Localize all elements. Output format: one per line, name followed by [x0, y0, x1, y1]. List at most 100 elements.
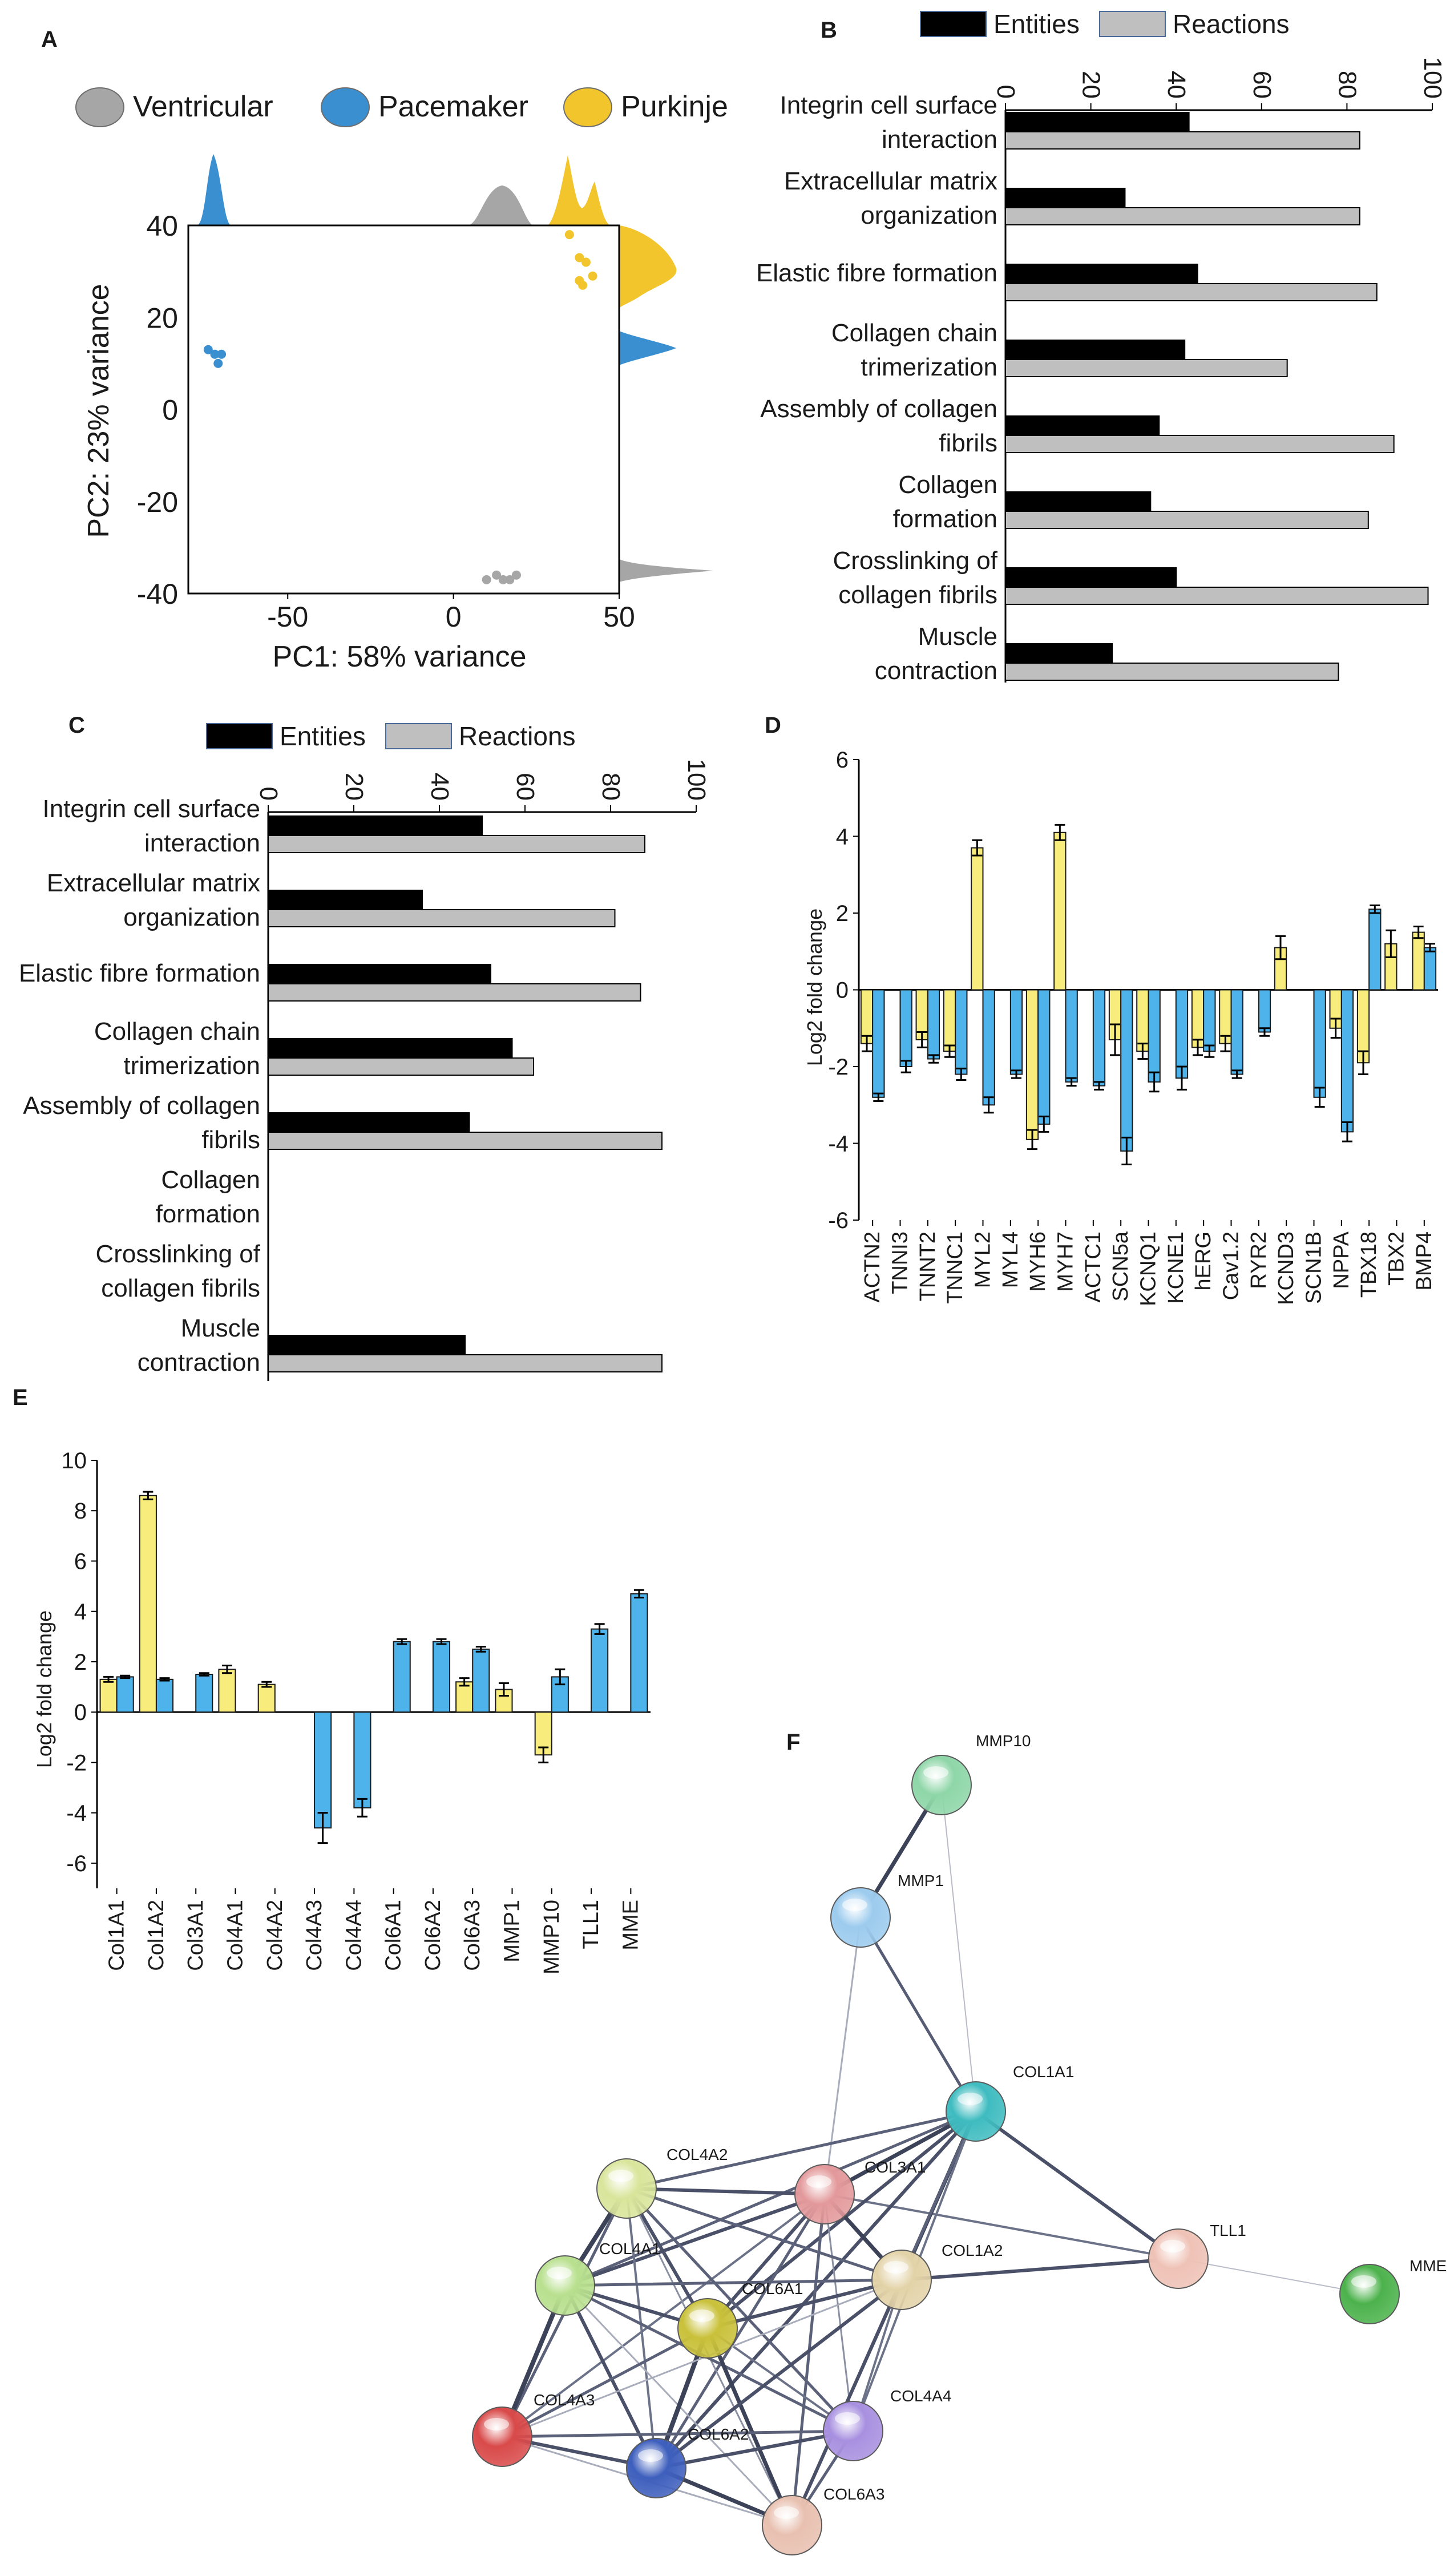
node-col4a1-highlight	[547, 2267, 572, 2279]
x-tick-label: 80	[597, 773, 625, 801]
x-tick-label: Cav1.2	[1219, 1232, 1243, 1300]
category-label: interaction	[144, 829, 260, 857]
x-tick-label: 0	[446, 601, 462, 633]
x-tick-label: SCN1B	[1302, 1232, 1326, 1304]
bar-blue	[591, 1628, 609, 1713]
category-label: Collagen chain	[94, 1018, 260, 1045]
bar-entities	[1005, 415, 1160, 435]
bar-reactions	[268, 1057, 534, 1076]
bar-blue	[432, 1641, 451, 1713]
category-label: collagen fibrils	[838, 581, 997, 609]
panel-a-pca-scatter: Ventricular Pacemaker Purkinje -50 0 50 40 20 0 -…	[75, 87, 728, 673]
bar-reactions	[1005, 511, 1369, 529]
category-label: trimerization	[123, 1052, 260, 1080]
category-label: Integrin cell surface	[779, 91, 997, 119]
x-tick-label: ACTC1	[1081, 1232, 1105, 1303]
x-tick-label: Col6A3	[461, 1900, 484, 1971]
panel-d-fold-change-bars: 6 4 2 0 -2 -4 -6 Log2 fold change ACTN2 TNNI3 TNNT…	[803, 748, 1438, 1306]
node-col4a4-label: COL4A4	[890, 2387, 951, 2405]
x-tick-label: 20	[1077, 71, 1105, 99]
bar-reactions	[268, 835, 645, 853]
point-ventricular	[498, 575, 508, 584]
node-col6a3	[762, 2495, 822, 2555]
panel-e-fold-change-bars: 10 8 6 4 2 0 -2 -4 -6 Log2 fold change Col1A1 Col1A…	[33, 1448, 651, 1975]
x-tick-label: 20	[340, 773, 368, 801]
bar-blue	[1009, 989, 1023, 1075]
bar-blue	[195, 1674, 213, 1713]
category-label: Muscle	[181, 1314, 260, 1342]
bar-yellow	[218, 1669, 236, 1713]
x-tick-label: Col1A1	[105, 1900, 129, 1971]
x-tick-label: TNNC1	[943, 1232, 967, 1304]
x-tick-label: Col4A4	[342, 1900, 366, 1971]
edge-col6a1-col1a2	[706, 2278, 903, 2330]
bar-entities	[1005, 112, 1190, 131]
node-col6a2	[626, 2438, 686, 2498]
node-col6a1-label: COL6A1	[742, 2280, 803, 2298]
bar-blue	[630, 1593, 648, 1713]
category-label: Extracellular matrix	[784, 167, 997, 195]
category-label: Collagen	[898, 471, 997, 499]
y-tick-label: 4	[74, 1600, 87, 1625]
x-tick-label: Col4A2	[263, 1900, 287, 1971]
category-label: trimerization	[861, 353, 997, 381]
plot-frame	[187, 224, 620, 595]
bar-reactions	[268, 983, 641, 1002]
bar-blue	[1230, 989, 1243, 1075]
x-tick-label: -50	[267, 601, 308, 633]
edge-col4a2-col6a2	[625, 2187, 657, 2469]
node-mmp10-highlight	[923, 1766, 948, 1779]
x-tick-label: Col6A2	[421, 1900, 445, 1971]
node-col4a3	[472, 2407, 532, 2467]
category-label: Collagen	[161, 1166, 260, 1194]
edge-col4a2-col1a2	[625, 2187, 903, 2282]
legend-swatch-entities	[920, 11, 987, 37]
bar-blue	[1313, 989, 1326, 1098]
x-tick-label: Col6A1	[382, 1900, 406, 1971]
x-tick-label: MYH7	[1054, 1232, 1078, 1292]
point-purkinje	[588, 271, 597, 281]
category-label: Crosslinking of	[95, 1240, 260, 1268]
legend-swatch-reactions	[1099, 11, 1166, 37]
edge-col6a1-col6a3	[705, 2326, 794, 2527]
y-tick-label: 40	[146, 210, 178, 242]
category-label: Assembly of collagen	[23, 1092, 260, 1120]
bar-entities	[1005, 567, 1177, 587]
category-label: organization	[861, 201, 997, 229]
y-tick-label: 10	[62, 1448, 87, 1473]
category-label: Extracellular matrix	[47, 869, 260, 897]
bar-entities	[1005, 264, 1198, 283]
category-label: formation	[893, 505, 997, 533]
x-tick-label: NPPA	[1330, 1231, 1354, 1289]
bar-reactions	[268, 909, 616, 927]
x-tick-label: 0	[992, 85, 1020, 99]
bar-reactions	[1005, 359, 1288, 377]
bar-entities	[268, 1112, 470, 1132]
node-col4a2	[596, 2158, 657, 2219]
x-tick-label: 40	[1162, 71, 1190, 99]
edge-col1a1-col4a2	[625, 2110, 978, 2190]
bar-blue	[314, 1711, 332, 1829]
legend-swatch-ventricular	[75, 87, 124, 127]
legend-swatch-purkinje	[563, 87, 612, 127]
node-mmp1	[830, 1887, 891, 1948]
edge-tll1-mme	[1178, 2258, 1370, 2295]
x-tick-label: MMP10	[540, 1900, 564, 1975]
bar-yellow	[99, 1678, 118, 1713]
bar-reactions	[1005, 283, 1378, 301]
bar-yellow	[1025, 989, 1039, 1140]
x-tick-label: TBX18	[1357, 1232, 1381, 1298]
edge-col4a1-col6a2	[563, 2284, 658, 2470]
x-tick-label: BMP4	[1412, 1232, 1436, 1290]
x-tick-label: hERG	[1191, 1232, 1215, 1290]
x-tick-label: 50	[603, 601, 635, 633]
node-tll1-highlight	[1160, 2240, 1185, 2252]
bar-yellow	[257, 1683, 276, 1713]
bar-blue	[1148, 989, 1161, 1083]
node-col4a2-highlight	[608, 2170, 633, 2182]
bar-entities	[1005, 491, 1152, 511]
edge-col3a1-tll1	[823, 2193, 1180, 2260]
x-tick-label: 0	[255, 787, 282, 801]
node-col1a1	[946, 2081, 1006, 2142]
